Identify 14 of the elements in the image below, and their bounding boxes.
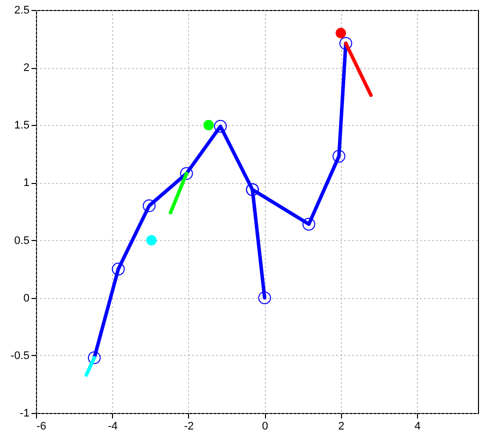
x-tick-label: 2 [338, 420, 344, 432]
y-tick-label: 1.5 [14, 120, 30, 132]
y-tick-label: 2 [23, 62, 30, 74]
y-tick-label: 0 [23, 292, 30, 304]
y-tick-label: -0.5 [10, 350, 30, 362]
y-tick-label: 2.5 [14, 4, 30, 16]
y-tick-label: -1 [20, 408, 30, 420]
y-tick-label: 0.5 [14, 234, 30, 247]
x-tick-label: -4 [108, 420, 118, 432]
x-tick-label: 0 [262, 420, 268, 432]
y-tick-label: 1 [23, 177, 30, 190]
x-tick-label: -2 [184, 420, 194, 432]
x-tick-label: -6 [36, 420, 46, 432]
x-tick-label: 4 [414, 420, 421, 432]
